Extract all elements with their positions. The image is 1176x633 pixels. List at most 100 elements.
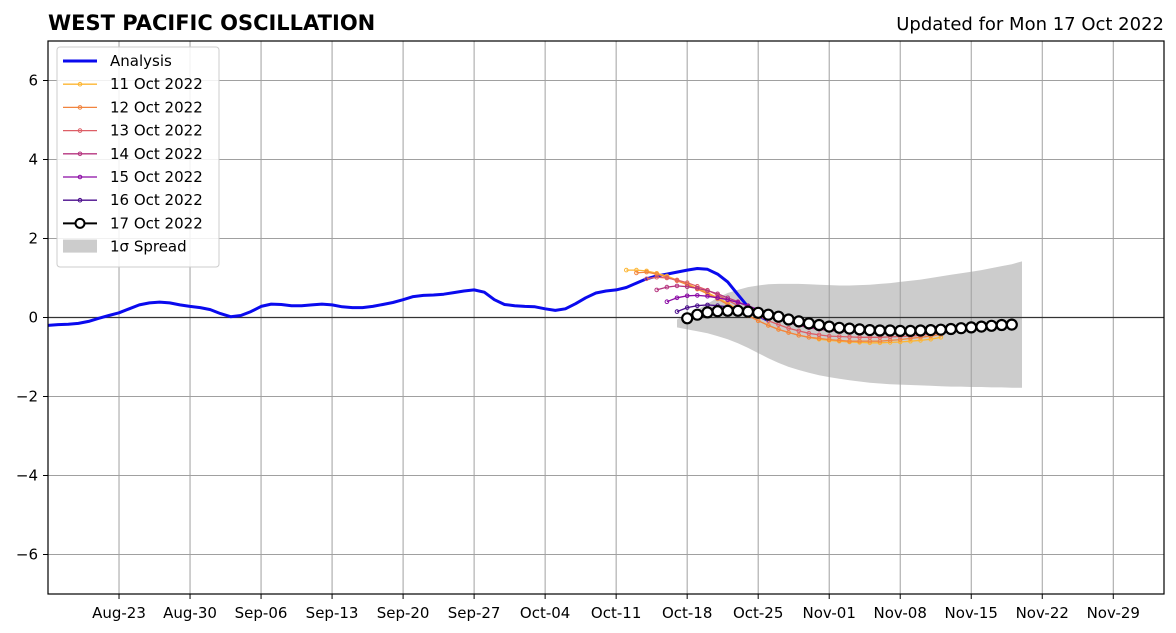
data-point bbox=[731, 304, 745, 317]
data-point bbox=[802, 317, 816, 330]
data-point bbox=[752, 306, 765, 319]
data-point bbox=[711, 305, 724, 318]
data-point bbox=[644, 276, 649, 282]
data-point bbox=[695, 293, 700, 298]
legend-label: 16 Oct 2022 bbox=[110, 191, 203, 209]
data-point bbox=[934, 323, 947, 336]
data-point bbox=[735, 300, 741, 305]
data-point bbox=[684, 305, 690, 310]
data-point bbox=[776, 322, 781, 327]
data-point bbox=[624, 267, 629, 273]
y-tick-label: −6 bbox=[16, 546, 38, 564]
data-point bbox=[847, 334, 852, 340]
data-point bbox=[721, 304, 734, 317]
data-point bbox=[644, 269, 649, 275]
data-point bbox=[1005, 318, 1018, 331]
data-point bbox=[965, 321, 978, 334]
x-tick-label: Nov-29 bbox=[1087, 604, 1140, 622]
data-point bbox=[674, 277, 680, 283]
x-tick-label: Sep-06 bbox=[235, 604, 288, 622]
data-point bbox=[975, 320, 988, 333]
data-point bbox=[954, 322, 968, 335]
data-point bbox=[812, 318, 826, 332]
data-point bbox=[772, 310, 785, 323]
data-point bbox=[654, 274, 660, 280]
y-tick-label: −4 bbox=[16, 467, 38, 485]
data-point bbox=[684, 293, 690, 299]
data-point bbox=[766, 323, 771, 328]
data-point bbox=[796, 333, 802, 338]
x-tick-label: Aug-30 bbox=[163, 604, 217, 622]
data-point bbox=[904, 324, 917, 337]
data-point bbox=[985, 319, 998, 332]
data-point bbox=[715, 295, 720, 301]
legend-label: 11 Oct 2022 bbox=[110, 75, 203, 93]
data-point bbox=[684, 284, 690, 290]
data-point bbox=[705, 288, 710, 293]
x-tick-label: Oct-18 bbox=[662, 604, 712, 622]
data-point bbox=[792, 315, 805, 328]
legend-marker bbox=[77, 128, 83, 133]
y-tick-label: 2 bbox=[28, 230, 38, 248]
legend-swatch bbox=[63, 239, 97, 253]
x-tick-label: Sep-27 bbox=[448, 604, 501, 622]
data-point bbox=[786, 330, 791, 335]
data-point bbox=[786, 325, 791, 331]
legend: Analysis 11 Oct 2022 12 Oct 2022 13 Oct 202… bbox=[56, 46, 220, 268]
axes-layer: Aug-23 Aug-30 Sep-06 Sep-13 Sep-20 Sep-27 Oct-… bbox=[16, 40, 1165, 622]
data-point bbox=[654, 271, 660, 277]
legend-marker bbox=[74, 217, 86, 229]
data-point bbox=[914, 324, 927, 337]
data-point bbox=[674, 283, 680, 289]
chart-subtitle: Updated for Mon 17 Oct 2022 bbox=[896, 14, 1164, 35]
y-tick-label: −2 bbox=[16, 388, 38, 406]
x-tick-label: Oct-25 bbox=[733, 604, 783, 622]
data-point bbox=[995, 318, 1008, 332]
data-point bbox=[796, 328, 802, 334]
data-point bbox=[664, 299, 670, 305]
data-point bbox=[674, 295, 680, 301]
x-tick-label: Sep-13 bbox=[306, 604, 359, 622]
data-point bbox=[634, 267, 639, 273]
legend-label: 13 Oct 2022 bbox=[110, 122, 203, 140]
data-point bbox=[654, 287, 660, 293]
y-tick-label: 6 bbox=[28, 72, 38, 90]
data-point bbox=[863, 324, 876, 337]
data-point bbox=[705, 293, 710, 299]
data-point bbox=[944, 322, 958, 336]
data-point bbox=[664, 275, 670, 281]
y-tick-label: 0 bbox=[28, 309, 38, 327]
x-tick-label: Oct-04 bbox=[520, 604, 570, 622]
legend-marker bbox=[77, 105, 83, 110]
data-point bbox=[741, 305, 755, 318]
data-point bbox=[816, 332, 822, 338]
data-point bbox=[634, 270, 639, 276]
chart-title: WEST PACIFIC OSCILLATION bbox=[48, 11, 375, 35]
legend-label: Analysis bbox=[110, 52, 172, 70]
legend-label: 15 Oct 2022 bbox=[110, 168, 203, 186]
data-point bbox=[725, 297, 731, 303]
data-point bbox=[681, 312, 694, 325]
x-tick-label: Nov-15 bbox=[945, 604, 998, 622]
legend-marker bbox=[77, 197, 83, 203]
data-point bbox=[843, 322, 856, 335]
data-point bbox=[823, 320, 836, 333]
x-tick-label: Sep-20 bbox=[377, 604, 430, 622]
data-point bbox=[755, 318, 761, 324]
data-point bbox=[806, 331, 812, 336]
legend-marker bbox=[77, 174, 83, 180]
data-point bbox=[674, 309, 680, 314]
legend-marker bbox=[77, 81, 83, 87]
data-point bbox=[873, 324, 887, 337]
data-point bbox=[826, 333, 832, 339]
data-point bbox=[837, 334, 842, 339]
data-point bbox=[695, 303, 700, 309]
data-point bbox=[853, 323, 866, 336]
data-point bbox=[695, 286, 700, 291]
grid-layer bbox=[48, 41, 1164, 594]
x-tick-label: Aug-23 bbox=[92, 604, 146, 622]
data-point bbox=[701, 306, 714, 319]
legend-label: 12 Oct 2022 bbox=[110, 98, 203, 116]
data-point bbox=[847, 338, 852, 344]
